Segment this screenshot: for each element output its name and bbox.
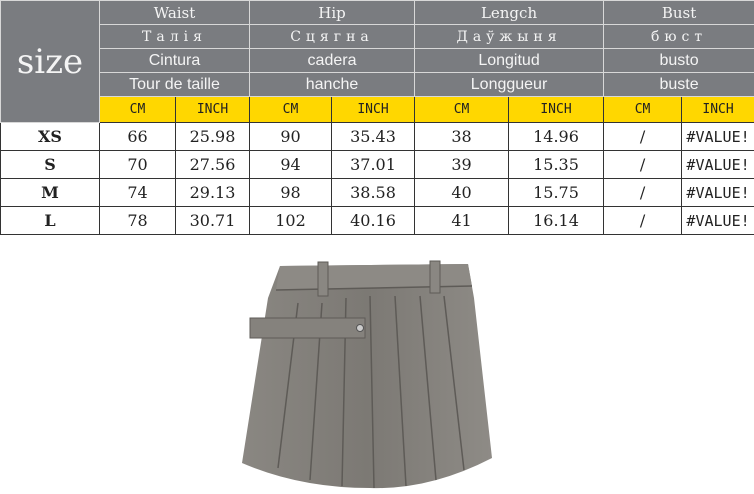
cell-value: 40 (414, 178, 510, 207)
unit-cm: CM (99, 96, 176, 123)
cell-value: 29.13 (175, 178, 250, 207)
size-header: size (0, 0, 100, 123)
cell-value: 27.56 (175, 150, 250, 179)
cell-value: 37.01 (330, 150, 416, 179)
cell-value: 35.43 (330, 122, 416, 151)
cell-value: #VALUE! (681, 206, 754, 235)
cell-value: #VALUE! (681, 122, 754, 151)
unit-inch: INCH (508, 96, 605, 123)
cell-value: / (603, 122, 683, 151)
unit-inch: INCH (330, 96, 416, 123)
table-row: XS 66 25.98 90 35.43 38 14.96/#VALUE! (0, 122, 754, 151)
cell-value: 74 (99, 178, 176, 207)
cell-value: #VALUE! (681, 178, 754, 207)
size-label: L (0, 206, 100, 235)
bust-es: busto (603, 48, 754, 73)
waist-en: Waist (99, 0, 250, 25)
unit-cm: CM (603, 96, 683, 123)
cell-value: 30.71 (175, 206, 250, 235)
waist-fr: Tour de taille (99, 72, 250, 97)
skirt-image (242, 260, 492, 489)
cell-value: 39 (414, 150, 510, 179)
bust-en: Bust (603, 0, 754, 25)
cell-value: / (603, 150, 683, 179)
unit-cm: CM (414, 96, 510, 123)
waist-be: Талія (99, 24, 250, 49)
length-es: Longitud (414, 48, 605, 73)
size-label: M (0, 178, 100, 207)
cell-value: 15.75 (508, 178, 605, 207)
hip-es: cadera (248, 48, 416, 73)
cell-value: 14.96 (508, 122, 605, 151)
cell-value: 25.98 (175, 122, 250, 151)
cell-value: #VALUE! (681, 150, 754, 179)
length-be: Даўжыня (414, 24, 605, 49)
cell-value: 78 (99, 206, 176, 235)
cell-value: 16.14 (508, 206, 605, 235)
cell-value: 41 (414, 206, 510, 235)
cell-value: 38.58 (330, 178, 416, 207)
size-label: XS (0, 122, 100, 151)
bust-fr: buste (603, 72, 754, 97)
cell-value: / (603, 178, 683, 207)
cell-value: 38 (414, 122, 510, 151)
size-chart-table: size Waist Hip Lengch Bust Талія Сцягна … (0, 0, 754, 235)
size-label: S (0, 150, 100, 179)
hip-be: Сцягна (248, 24, 416, 49)
hip-en: Hip (248, 0, 416, 25)
cell-value: 15.35 (508, 150, 605, 179)
unit-inch: INCH (681, 96, 754, 123)
cell-value: 98 (249, 178, 332, 207)
cell-value: / (603, 206, 683, 235)
table-row: L 78 30.71 102 40.16 41 16.14/#VALUE! (0, 206, 754, 235)
cell-value: 70 (99, 150, 176, 179)
cell-value: 40.16 (330, 206, 416, 235)
cell-value: 66 (99, 122, 176, 151)
table-row: S 70 27.56 94 37.01 39 15.35/#VALUE! (0, 150, 754, 179)
length-en: Lengch (414, 0, 605, 25)
length-fr: Longgueur (414, 72, 605, 97)
waist-es: Cintura (99, 48, 250, 73)
unit-cm: CM (249, 96, 332, 123)
cell-value: 94 (249, 150, 332, 179)
cell-value: 90 (249, 122, 332, 151)
bust-be: бюст (603, 24, 754, 49)
table-row: M 74 29.13 98 38.58 40 15.75/#VALUE! (0, 178, 754, 207)
unit-inch: INCH (175, 96, 250, 123)
cell-value: 102 (249, 206, 332, 235)
hip-fr: hanche (248, 72, 416, 97)
